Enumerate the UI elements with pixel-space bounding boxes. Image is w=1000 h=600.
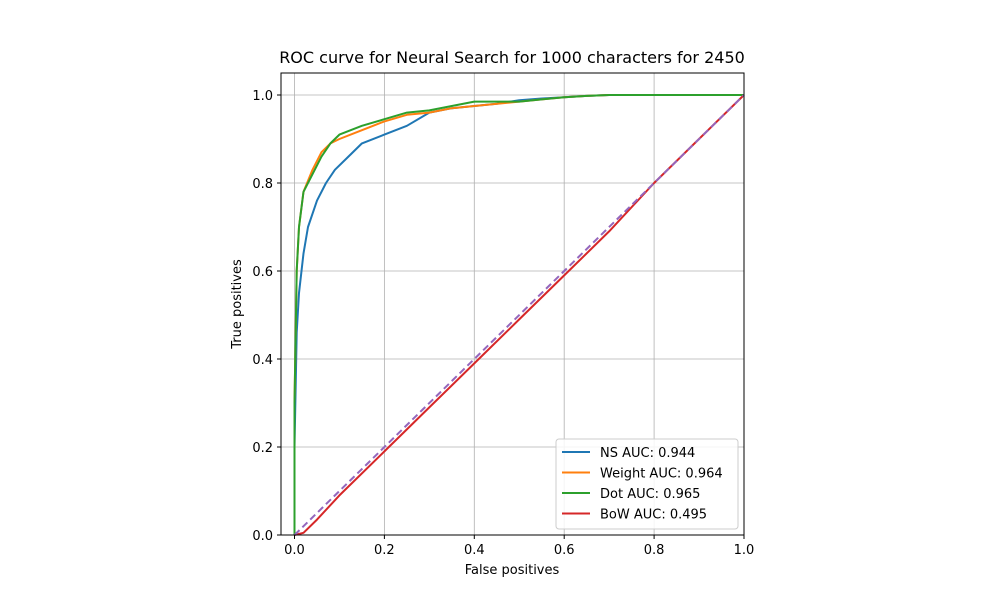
y-tick-label: 1.0 [252,89,273,104]
series-lines [293,94,745,536]
y-tick-label: 0.4 [252,353,273,368]
series-line-2 [293,94,744,535]
x-axis-ticks: 0.0 0.2 0.4 0.6 0.8 1.0 [284,535,754,558]
x-tick-label: 0.6 [554,543,575,558]
y-axis-ticks: 0.0 0.2 0.4 0.6 0.8 1.0 [252,89,281,544]
x-axis-label: False positives [465,563,560,578]
legend-box [555,438,739,530]
y-tick-label: 0.2 [252,441,273,456]
legend-label: Weight AUC: 0.964 [600,467,723,482]
legend-label: Dot AUC: 0.965 [600,487,700,502]
legend-label: NS AUC: 0.944 [600,446,695,461]
plot-frame [280,72,745,536]
x-tick-label: 0.0 [284,543,305,558]
chance-diagonal-line [293,94,745,536]
x-tick-label: 0.2 [374,543,395,558]
series-line-3 [294,94,745,536]
legend: NS AUC: 0.944 Weight AUC: 0.964 Dot AUC: 0… [555,438,739,530]
y-tick-label: 0.8 [252,177,273,192]
y-tick-label: 0.6 [252,265,273,280]
x-tick-label: 0.4 [464,543,485,558]
x-tick-label: 0.8 [644,543,665,558]
chart-title: ROC curve for Neural Search for 1000 cha… [279,48,745,67]
legend-label: BoW AUC: 0.495 [600,508,707,523]
x-tick-label: 1.0 [734,543,755,558]
y-tick-label: 0.0 [252,529,273,544]
y-axis-label: True positives [230,259,245,350]
